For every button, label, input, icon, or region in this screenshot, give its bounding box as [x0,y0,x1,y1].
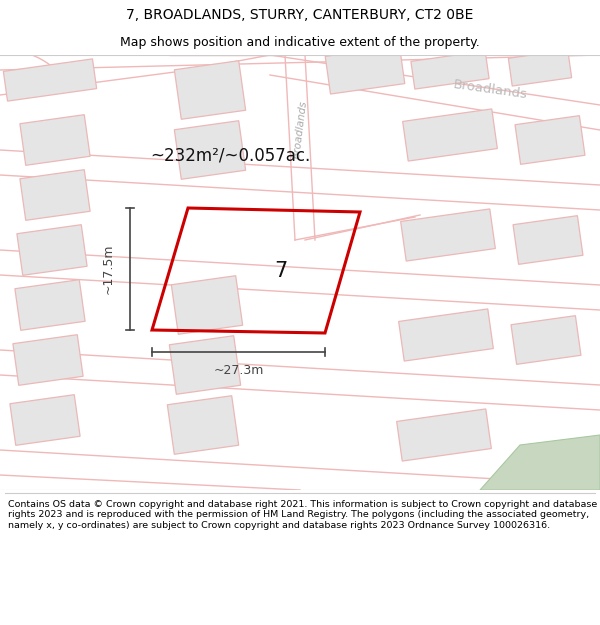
Polygon shape [480,435,600,490]
Polygon shape [401,209,496,261]
Polygon shape [13,334,83,386]
Polygon shape [397,409,491,461]
Polygon shape [513,216,583,264]
Polygon shape [10,394,80,446]
Polygon shape [175,121,245,179]
Polygon shape [175,61,245,119]
Text: ~17.5m: ~17.5m [101,244,115,294]
Polygon shape [325,46,405,94]
Polygon shape [17,224,87,276]
Text: Broadlands: Broadlands [292,100,308,160]
Polygon shape [398,309,493,361]
Polygon shape [411,51,489,89]
Text: ~27.3m: ~27.3m [214,364,263,376]
Polygon shape [508,50,572,86]
Polygon shape [20,114,90,166]
Polygon shape [172,276,242,334]
Polygon shape [511,316,581,364]
Text: 7: 7 [275,261,288,281]
Text: Map shows position and indicative extent of the property.: Map shows position and indicative extent… [120,36,480,49]
Polygon shape [169,336,241,394]
Polygon shape [515,116,585,164]
Text: 7, BROADLANDS, STURRY, CANTERBURY, CT2 0BE: 7, BROADLANDS, STURRY, CANTERBURY, CT2 0… [127,8,473,22]
Polygon shape [4,59,97,101]
Polygon shape [167,396,239,454]
Text: Contains OS data © Crown copyright and database right 2021. This information is : Contains OS data © Crown copyright and d… [8,500,597,530]
Polygon shape [403,109,497,161]
Text: Broadlands: Broadlands [452,78,528,102]
Polygon shape [20,169,90,221]
Polygon shape [15,279,85,331]
Text: ~232m²/~0.057ac.: ~232m²/~0.057ac. [150,146,310,164]
